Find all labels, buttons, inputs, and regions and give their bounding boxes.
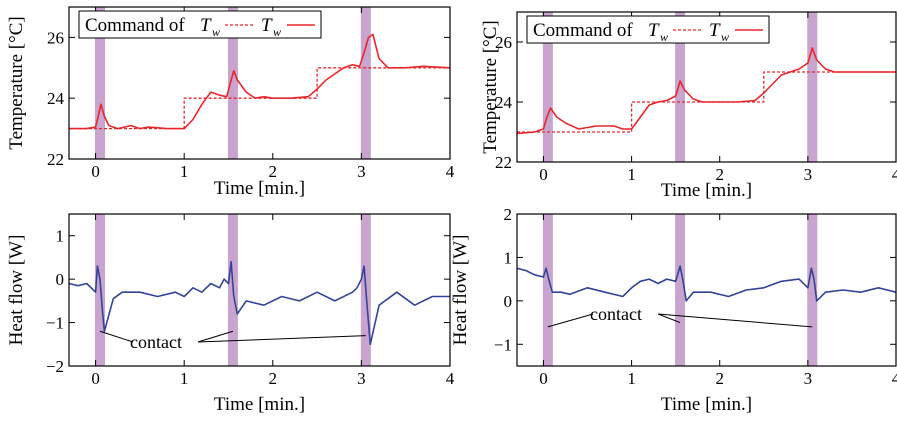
- y-tick-label: 0: [56, 270, 65, 289]
- x-tick-label: 1: [180, 162, 189, 181]
- x-tick-label: 1: [180, 369, 189, 388]
- y-tick-label: 24: [47, 89, 65, 108]
- right-temperature-chart: 0 1 2 3 4 22 24 26 Time [min.] Temperature [°C] Co…: [480, 11, 897, 201]
- contact-pointer-line: [197, 335, 366, 343]
- plot-frame: [68, 6, 451, 160]
- y-tick-label: 1: [504, 248, 513, 267]
- y-axis-title: Heat flow [W]: [450, 235, 471, 346]
- contact-band: [542, 214, 553, 366]
- contact-pointer-line: [657, 313, 681, 324]
- y-tick-label: 2: [504, 205, 513, 224]
- contact-annotation: contact: [590, 304, 642, 324]
- y-tick-label: 1: [56, 227, 65, 246]
- heat-flow-line: [516, 265, 897, 302]
- contact-band: [675, 12, 686, 162]
- legend-symbol: T: [648, 20, 660, 41]
- contact-band: [675, 214, 686, 366]
- legend-subscript: w: [660, 30, 668, 44]
- y-axis-title: Temperature [°C]: [480, 20, 501, 153]
- heat-flow-line: [68, 260, 450, 346]
- contact-band: [807, 214, 818, 366]
- plot-frame: [68, 213, 451, 367]
- x-tick-label: 3: [357, 162, 366, 181]
- x-tick-label: 3: [804, 369, 813, 388]
- contact-band: [542, 12, 553, 162]
- legend-symbol: T: [261, 15, 273, 36]
- contact-band: [360, 7, 371, 159]
- legend-label: Command of: [533, 20, 633, 41]
- y-tick-label: 22: [495, 153, 512, 172]
- y-tick-label: 26: [495, 33, 512, 52]
- contact-band: [95, 7, 106, 159]
- x-tick-label: 2: [269, 369, 278, 388]
- x-tick-label: 4: [892, 165, 897, 184]
- y-tick-label: 24: [495, 93, 513, 112]
- measured-temperature-line: [516, 47, 896, 135]
- contact-annotation: contact: [130, 332, 182, 352]
- y-tick-label: −1: [494, 335, 512, 354]
- x-tick-label: 1: [627, 165, 636, 184]
- measured-temperature-line: [69, 33, 451, 130]
- x-tick-label: 0: [539, 369, 548, 388]
- contact-pointer-line: [547, 313, 594, 328]
- contact-band: [807, 12, 818, 162]
- y-tick-label: 26: [47, 28, 64, 47]
- y-tick-label: −1: [46, 314, 64, 333]
- y-tick-label: 0: [504, 292, 513, 311]
- contact-pointer-line: [657, 313, 813, 328]
- x-tick-label: 3: [357, 369, 366, 388]
- x-axis-title: Time [min.]: [214, 178, 305, 199]
- x-tick-label: 3: [804, 165, 813, 184]
- x-tick-label: 0: [539, 165, 548, 184]
- x-tick-label: 4: [446, 162, 455, 181]
- plot-frame: [516, 11, 897, 163]
- x-tick-label: 0: [91, 369, 100, 388]
- contact-band: [227, 7, 238, 159]
- left-temperature-chart: 0 1 2 3 4 22 24 26 Time [min.] Temperature [°C] Co…: [6, 6, 455, 199]
- y-tick-label: −2: [46, 357, 64, 376]
- x-tick-label: 1: [627, 369, 636, 388]
- x-axis-title: Time [min.]: [214, 394, 305, 415]
- y-axis-title: Heat flow [W]: [6, 235, 27, 346]
- legend-symbol: T: [709, 20, 721, 41]
- legend-symbol: T: [200, 15, 212, 36]
- x-tick-label: 4: [892, 369, 897, 388]
- legend-subscript: w: [212, 25, 220, 39]
- x-axis-title: Time [min.]: [661, 394, 752, 415]
- x-tick-label: 0: [91, 162, 100, 181]
- x-axis-title: Time [min.]: [661, 180, 752, 201]
- contact-band: [95, 214, 106, 366]
- contact-pointer-line: [99, 330, 134, 343]
- right-heatflow-chart: 0 1 2 3 4 −1 0 1 2 Time [min.] Heat flow [W] contac…: [450, 205, 897, 415]
- y-axis-title: Temperature [°C]: [6, 16, 27, 149]
- y-tick-label: 22: [47, 150, 64, 169]
- legend-subscript: w: [721, 30, 729, 44]
- plot-frame: [516, 213, 897, 367]
- x-tick-label: 2: [715, 165, 724, 184]
- legend-subscript: w: [273, 25, 281, 39]
- legend-box: [78, 10, 322, 39]
- x-tick-label: 4: [446, 369, 455, 388]
- x-tick-label: 2: [269, 162, 278, 181]
- x-tick-label: 2: [715, 369, 724, 388]
- contact-pointer-line: [197, 330, 234, 343]
- legend-label: Command of: [85, 15, 185, 36]
- left-heatflow-chart: 0 1 2 3 4 −2 −1 0 1 Time [min.] Heat flow [W] conta…: [6, 213, 455, 415]
- command-temperature-line: [517, 71, 896, 133]
- legend-box: [526, 15, 770, 44]
